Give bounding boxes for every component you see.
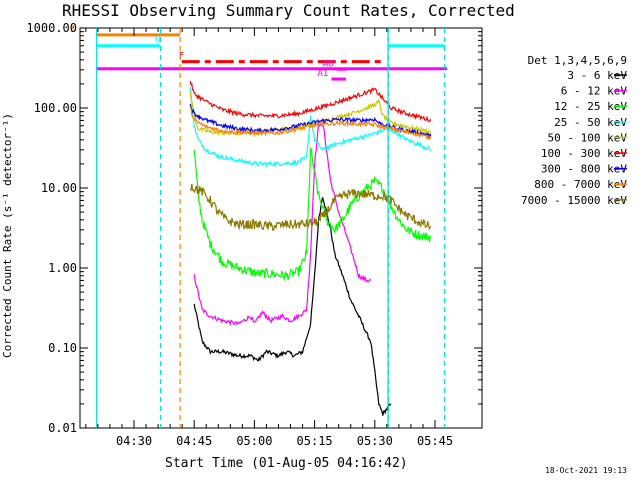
legend-entry-0: 3 - 6 keV xyxy=(567,69,627,82)
vertical-markers xyxy=(96,28,446,428)
x-tick-label-3: 05:15 xyxy=(297,434,333,448)
y-tick-label-4: 0.10 xyxy=(48,341,77,355)
series-line-8 xyxy=(189,183,432,231)
x-axis-label: Start Time (01-Aug-05 04:16:42) xyxy=(165,456,408,471)
x-tick-label-4: 05:30 xyxy=(357,434,393,448)
y-tick-label-0: 1000.00 xyxy=(26,21,77,35)
series-line-7 xyxy=(189,106,432,140)
observing-bar-label-A0: A0 xyxy=(323,59,334,69)
x-tick-label-1: 04:45 xyxy=(176,434,212,448)
x-tick-label-2: 05:00 xyxy=(236,434,272,448)
y-tick-label-1: 100.00 xyxy=(34,101,77,115)
observing-bar-label-A1: A1 xyxy=(317,69,328,79)
series-line-0 xyxy=(193,197,392,416)
observing-bar-label-S: S xyxy=(70,25,75,35)
legend-entry-7: 800 - 7000 keV xyxy=(534,178,627,191)
y-tick-label-3: 1.00 xyxy=(48,261,77,275)
legend-entry-2: 12 - 25 keV xyxy=(554,100,627,113)
axes: 1000.00 100.00 10.00 1.00 0.10 0.01 04:30 04:45… xyxy=(26,21,482,448)
series-line-1 xyxy=(193,118,372,326)
legend-entry-1: 6 - 12 keV xyxy=(561,85,628,98)
series-line-2 xyxy=(193,147,432,282)
legend-entry-8: 7000 - 15000 keV xyxy=(521,194,627,207)
observing-bar-label-F: F xyxy=(179,52,184,62)
legend: Det 1,3,4,5,6,9 3 - 6 keV 6 - 12 keV 12 - … xyxy=(521,54,627,207)
y-tick-label-2: 10.00 xyxy=(41,181,77,195)
footer-date: 18-Oct-2021 19:13 xyxy=(545,466,627,475)
series-line-3 xyxy=(189,87,432,168)
series-line-5 xyxy=(189,80,432,123)
legend-entry-3: 25 - 50 keV xyxy=(554,116,627,129)
legend-entry-6: 300 - 800 keV xyxy=(541,163,627,176)
legend-title: Det 1,3,4,5,6,9 xyxy=(528,54,627,67)
y-axis-label: Corrected Count Rate (s⁻¹ detector⁻¹) xyxy=(1,113,14,358)
legend-entry-5: 100 - 300 keV xyxy=(541,147,627,160)
x-tick-label-0: 04:30 xyxy=(116,434,152,448)
legend-entry-4: 50 - 100 keV xyxy=(548,131,628,144)
x-tick-label-5: 05:45 xyxy=(417,434,453,448)
series-layer xyxy=(189,80,432,416)
chart-title: RHESSI Observing Summary Count Rates, Co… xyxy=(62,1,515,20)
y-tick-label-5: 0.01 xyxy=(48,421,77,435)
observing-bar-label-N: N xyxy=(155,36,160,46)
